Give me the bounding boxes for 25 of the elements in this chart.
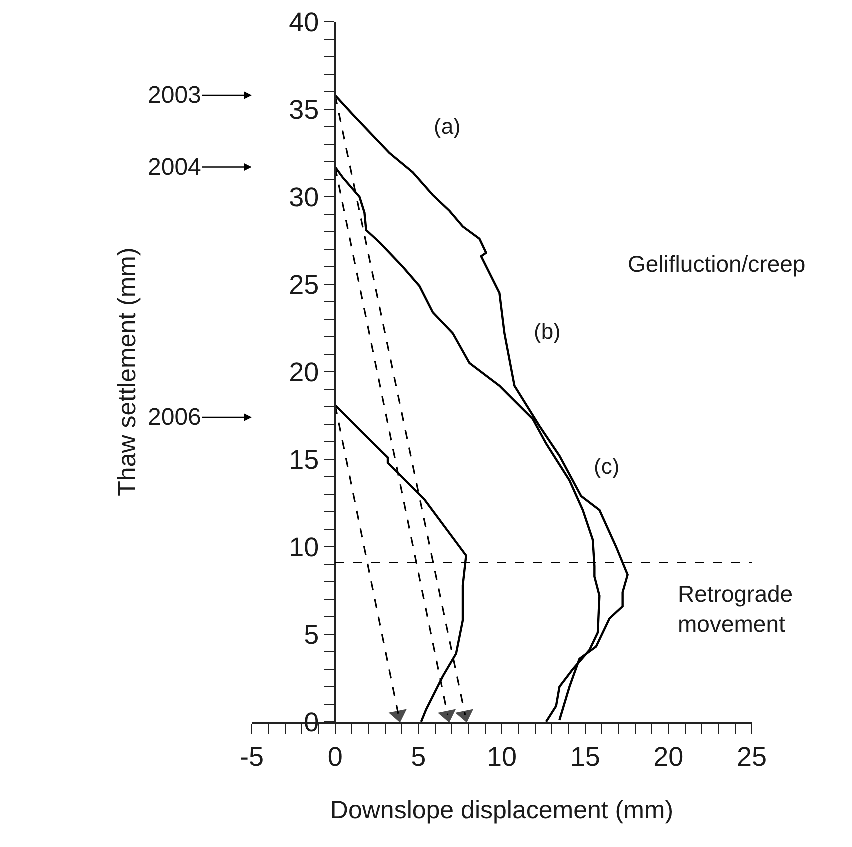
x-tick-label: 0: [328, 742, 343, 772]
x-tick-label: 5: [411, 742, 426, 772]
y-tick-label: 30: [289, 182, 320, 212]
text: 2006: [148, 404, 202, 431]
x-axis-title: Downslope displacement (mm): [330, 796, 674, 825]
y-tick-label: 20: [289, 357, 320, 388]
x-tick-label: -5: [240, 742, 264, 772]
y-tick-label: 35: [289, 94, 320, 125]
y-axis-title: Thaw settlement (mm): [113, 248, 142, 496]
annotation: (c): [594, 454, 620, 479]
y-tick-label: 15: [289, 444, 320, 475]
y-tick-label: 10: [289, 532, 320, 562]
x-tick-label: 10: [486, 742, 518, 772]
text: 2004: [148, 154, 202, 181]
annotation: (a): [434, 114, 461, 139]
annotation: (b): [534, 319, 561, 344]
text: 2003: [148, 82, 202, 109]
annotation: Gelifluction/creep: [628, 251, 806, 277]
y-tick-label: 25: [289, 270, 320, 300]
x-tick-label: 15: [570, 742, 600, 772]
x-tick-label: 20: [654, 742, 684, 772]
x-tick-label: 25: [736, 742, 768, 772]
annotation: Retrograde movement: [678, 581, 794, 637]
y-tick-label: 40: [289, 7, 320, 38]
y-tick-label: 5: [304, 620, 320, 650]
